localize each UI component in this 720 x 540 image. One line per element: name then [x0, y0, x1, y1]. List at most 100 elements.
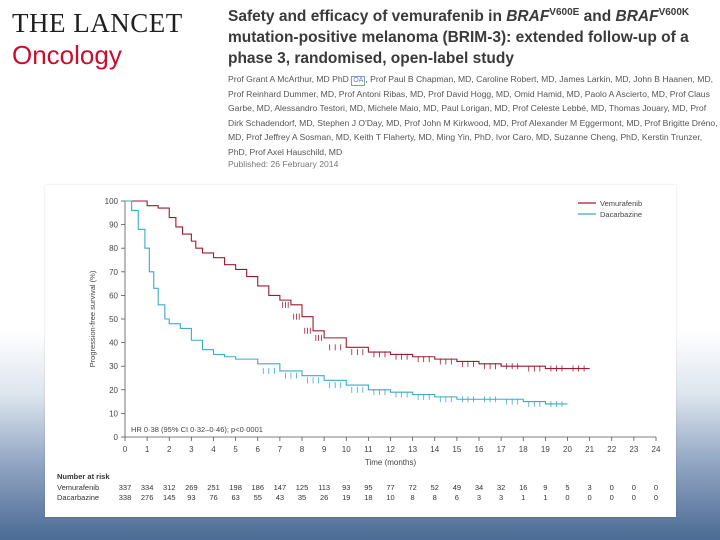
risk-table-cell: 334 [141, 483, 154, 492]
x-tick-label: 9 [322, 445, 327, 454]
risk-table-cell: 32 [497, 483, 505, 492]
legend-label: Dacarbazine [600, 210, 642, 219]
risk-table-cell: 93 [187, 493, 195, 502]
x-tick-label: 24 [652, 445, 661, 454]
y-tick-label: 80 [109, 244, 118, 253]
x-tick-label: 0 [123, 445, 128, 454]
x-tick-label: 2 [167, 445, 172, 454]
risk-table-cell: 0 [565, 493, 569, 502]
x-tick-label: 13 [408, 445, 417, 454]
risk-table-cell: 93 [342, 483, 350, 492]
risk-table-cell: 95 [364, 483, 372, 492]
y-tick-label: 20 [109, 386, 118, 395]
risk-table-cell: 52 [431, 483, 439, 492]
km-figure: 0 10 20 30 40 50 60 70 80 90 100 0 1 2 3 4 5 6 7 8 9 10 11 12 13… [45, 185, 676, 517]
risk-table-cell: 5 [565, 483, 569, 492]
x-tick-label: 4 [211, 445, 216, 454]
risk-table-row-label: Vemurafenib [57, 483, 99, 492]
risk-table-cell: 8 [411, 493, 415, 502]
risk-table-cell: 269 [185, 483, 198, 492]
x-tick-label: 11 [364, 445, 373, 454]
risk-table-cell: 0 [632, 483, 636, 492]
risk-table-cell: 312 [163, 483, 176, 492]
risk-table-cell: 19 [342, 493, 350, 502]
risk-table-cell: 26 [320, 493, 328, 502]
y-tick-label: 40 [109, 339, 118, 348]
risk-table-cell: 1 [521, 493, 525, 502]
risk-table-cell: 3 [499, 493, 503, 502]
risk-table-cell: 43 [276, 493, 284, 502]
y-tick-label: 70 [109, 268, 118, 277]
x-tick-label: 21 [585, 445, 594, 454]
y-tick-label: 60 [109, 291, 118, 300]
risk-table-cell: 72 [408, 483, 416, 492]
journal-title: THE LANCET [12, 8, 183, 38]
x-tick-label: 16 [475, 445, 484, 454]
risk-table-cell: 0 [654, 483, 658, 492]
risk-table-cell: 0 [610, 493, 614, 502]
x-tick-label: 12 [386, 445, 395, 454]
risk-table-cell: 0 [654, 493, 658, 502]
y-axis-title: Progression-free survival (%) [88, 270, 97, 367]
risk-table-cell: 1 [543, 493, 547, 502]
x-tick-label: 5 [233, 445, 238, 454]
paper-title: Safety and efficacy of vemurafenib in BR… [228, 7, 690, 68]
risk-table-cell: 113 [318, 483, 330, 492]
risk-table-cell: 8 [433, 493, 437, 502]
author-list: Prof Grant A McArthur, MD PhD OA, Prof P… [228, 74, 718, 157]
risk-table-cell: 76 [209, 493, 217, 502]
risk-table-row-label: Dacarbazine [57, 493, 99, 502]
risk-table-cell: 9 [543, 483, 547, 492]
risk-table-cell: 34 [475, 483, 483, 492]
y-tick-label: 100 [105, 197, 119, 206]
risk-table-cell: 16 [519, 483, 527, 492]
risk-table-cell: 49 [453, 483, 461, 492]
y-tick-label: 10 [109, 409, 118, 418]
risk-table-header: Number at risk [57, 472, 110, 481]
risk-table-cell: 0 [610, 483, 614, 492]
risk-table-cell: 0 [588, 493, 592, 502]
x-axis-title: Time (months) [365, 458, 417, 467]
y-tick-label: 50 [109, 315, 118, 324]
x-tick-label: 7 [278, 445, 283, 454]
risk-table-cell: 77 [386, 483, 394, 492]
x-tick-label: 19 [541, 445, 550, 454]
risk-table-cell: 186 [251, 483, 264, 492]
journal-section: Oncology [12, 40, 122, 70]
x-tick-label: 23 [629, 445, 638, 454]
x-tick-label: 18 [519, 445, 528, 454]
series-line-dacarbazine [125, 200, 568, 405]
risk-table-cell: 63 [231, 493, 239, 502]
risk-table-cell: 3 [477, 493, 481, 502]
x-tick-label: 1 [145, 445, 150, 454]
x-tick-label: 20 [563, 445, 572, 454]
risk-table-cell: 18 [364, 493, 372, 502]
risk-table-cell: 6 [455, 493, 459, 502]
x-tick-label: 6 [256, 445, 261, 454]
risk-table-cell: 145 [163, 493, 176, 502]
risk-table-cell: 147 [274, 483, 287, 492]
legend-label: Vemurafenib [600, 199, 642, 208]
risk-table-cell: 10 [386, 493, 394, 502]
x-tick-label: 8 [300, 445, 305, 454]
risk-table-cell: 276 [141, 493, 154, 502]
y-tick-label: 0 [114, 433, 119, 442]
risk-table-cell: 55 [254, 493, 262, 502]
y-tick-label: 90 [109, 221, 118, 230]
y-tick-label: 30 [109, 362, 118, 371]
x-tick-label: 10 [342, 445, 351, 454]
risk-table-cell: 3 [588, 483, 592, 492]
risk-table-cell: 0 [632, 493, 636, 502]
x-tick-label: 14 [430, 445, 439, 454]
published-date: Published: 26 February 2014 [228, 159, 339, 169]
hr-annotation: HR 0·38 (95% CI 0·32–0·46); p<0·0001 [131, 425, 263, 434]
x-tick-label: 22 [607, 445, 616, 454]
risk-table-cell: 35 [298, 493, 306, 502]
risk-table-cell: 338 [119, 493, 132, 502]
risk-table-cell: 251 [207, 483, 220, 492]
risk-table-cell: 337 [119, 483, 132, 492]
open-access-badge[interactable]: OA [351, 76, 366, 86]
x-tick-label: 15 [452, 445, 461, 454]
risk-table-cell: 125 [296, 483, 309, 492]
